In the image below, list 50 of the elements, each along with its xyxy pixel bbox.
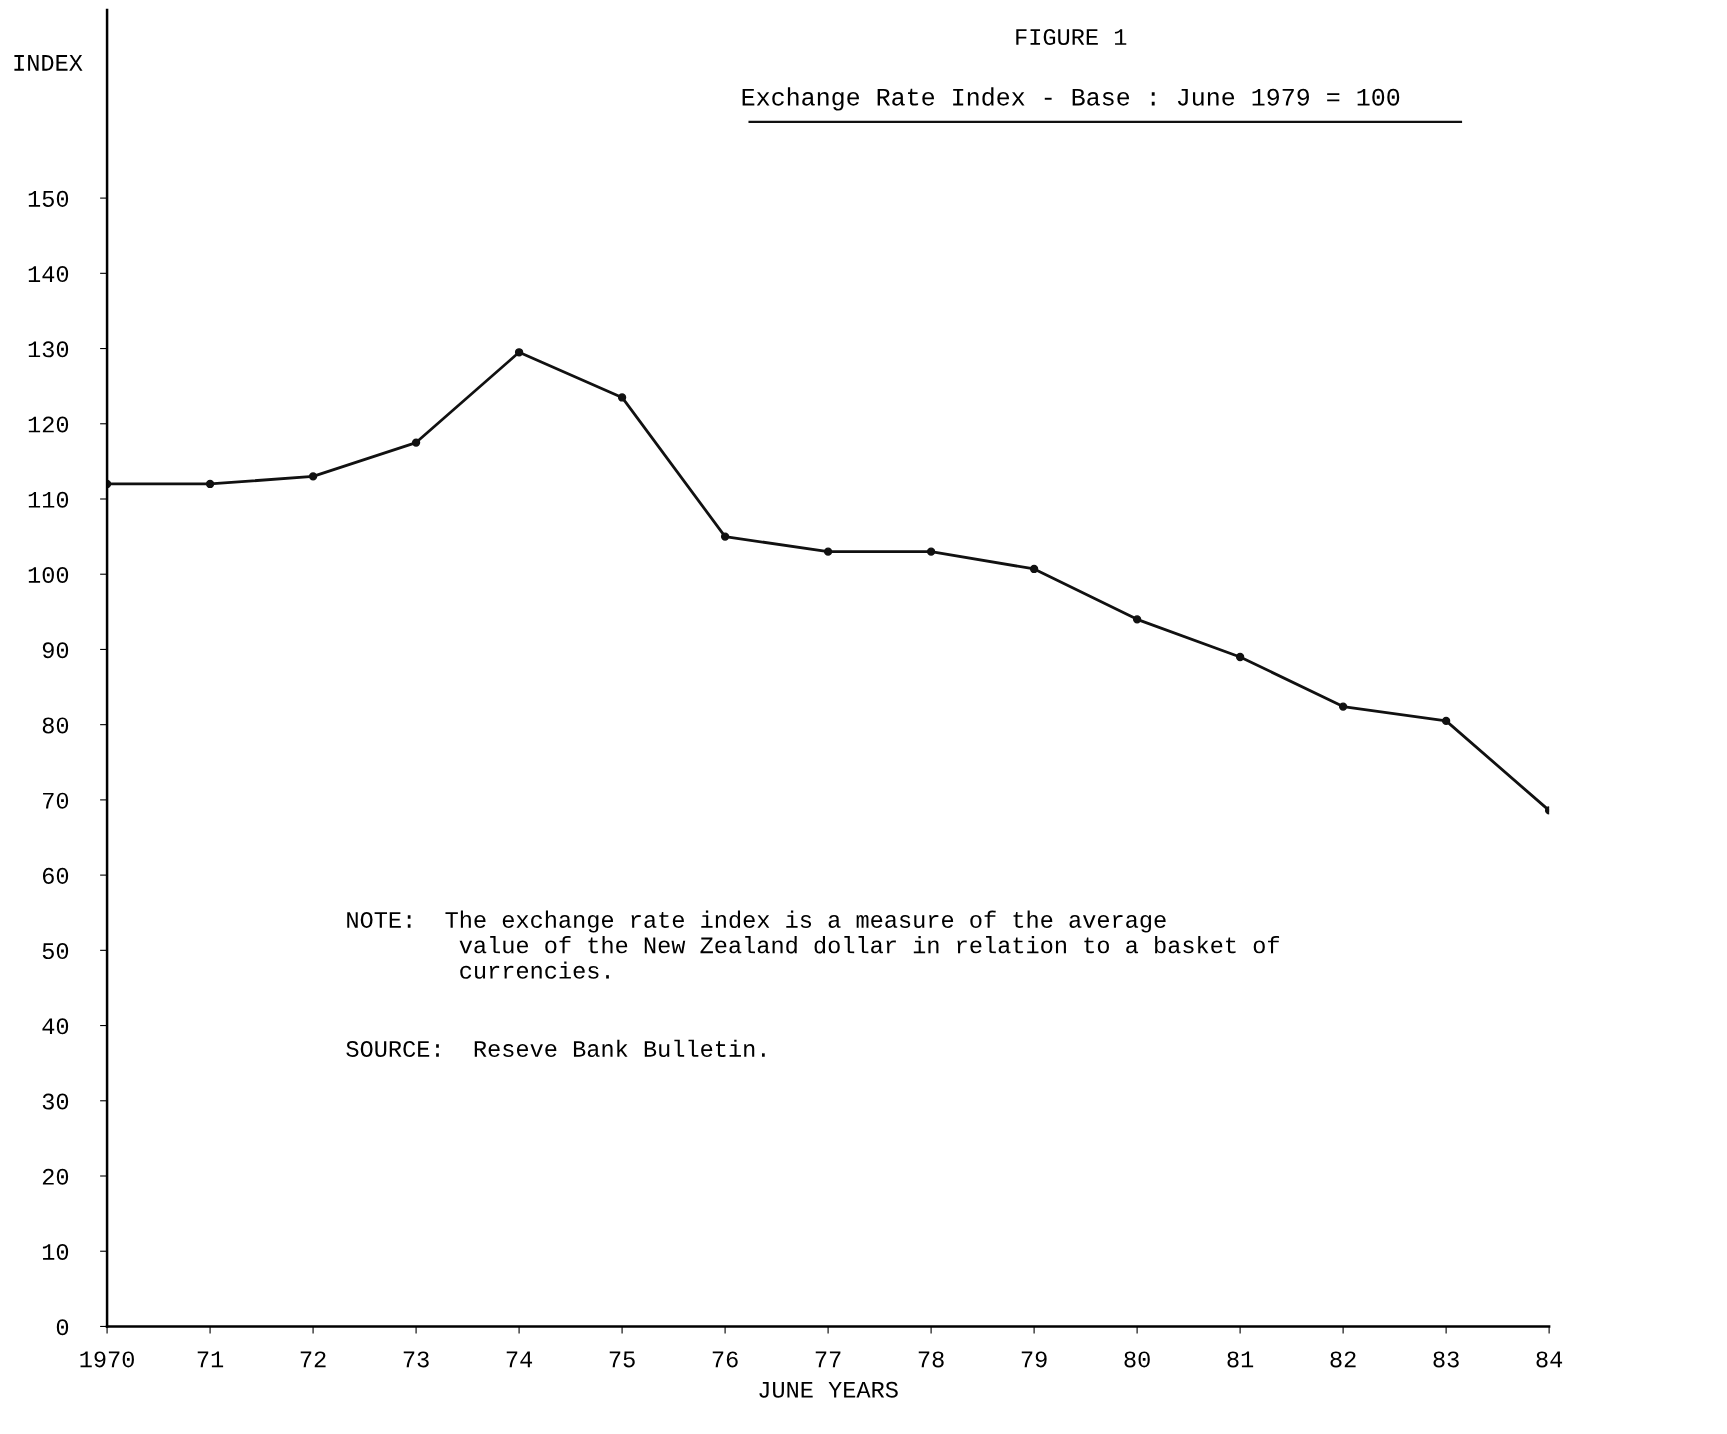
y-tick-label: 80 xyxy=(42,717,69,734)
y-tick-label: 110 xyxy=(28,491,69,508)
y-tick-label: 120 xyxy=(28,416,69,433)
point xyxy=(720,532,730,541)
point xyxy=(411,438,421,447)
point xyxy=(823,547,833,556)
point xyxy=(1441,716,1451,726)
x-tick-label: 79 xyxy=(1021,1351,1047,1368)
point xyxy=(926,547,936,556)
point xyxy=(617,393,627,402)
x-tick-label: 75 xyxy=(609,1351,635,1368)
x-tick-label: 73 xyxy=(403,1351,429,1368)
y-tick-label: 150 xyxy=(28,190,69,207)
x-tick-label: 72 xyxy=(300,1351,326,1368)
y-tick-label: 10 xyxy=(42,1243,69,1261)
annotation: SOURCE: Reseve Bank Bulletin. xyxy=(346,1039,765,1057)
x-tick-label: 82 xyxy=(1330,1351,1356,1368)
text: Exchange Rate Index - Base : June 1979 = 100 xyxy=(742,87,1400,111)
y-tick-label: 90 xyxy=(42,642,69,659)
y-tick-label: 40 xyxy=(42,1018,69,1035)
x-tick-label: 84 xyxy=(1536,1351,1563,1368)
point xyxy=(514,348,524,357)
text: FIGURE 1 xyxy=(1016,29,1127,46)
x-tick-label: 1970 xyxy=(80,1351,134,1368)
y-tick-label: 30 xyxy=(42,1093,69,1110)
x-axis-title: JUNE YEARS xyxy=(759,1381,898,1398)
x-tick-label: 78 xyxy=(918,1351,944,1368)
y-tick-label: 70 xyxy=(43,792,69,809)
y-tick-label: 130 xyxy=(28,341,69,358)
y-tick-label: 140 xyxy=(28,266,69,283)
point xyxy=(1029,564,1039,574)
x-tick-label: 76 xyxy=(712,1351,738,1368)
y-tick-label: 20 xyxy=(42,1168,69,1185)
point xyxy=(1338,702,1348,711)
annotation: NOTE: The exchange rate index is a measure of the average value of the New Zealand dollar in relation to a basket of currencies. xyxy=(347,910,1280,979)
x-tick-label: 74 xyxy=(506,1351,533,1368)
x-tick-label: 83 xyxy=(1433,1351,1459,1368)
y-tick-label: 60 xyxy=(42,867,69,884)
x-tick-label: 71 xyxy=(197,1351,224,1368)
point xyxy=(1132,615,1142,624)
y-tick-label: 100 xyxy=(28,566,69,583)
point xyxy=(1235,652,1245,662)
x-tick-label: 77 xyxy=(815,1351,841,1368)
y-tick-label: 0 xyxy=(56,1319,69,1336)
y-axis-title: INDEX xyxy=(14,55,83,71)
x-tick-label: 80 xyxy=(1124,1351,1150,1368)
point xyxy=(205,479,215,489)
y-tick-label: 50 xyxy=(42,943,69,960)
point xyxy=(308,472,318,481)
x-tick-label: 81 xyxy=(1227,1351,1254,1368)
